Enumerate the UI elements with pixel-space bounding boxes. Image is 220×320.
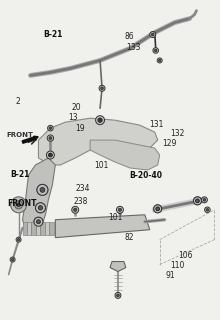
Circle shape <box>98 118 102 122</box>
Circle shape <box>206 209 209 211</box>
Text: 131: 131 <box>149 120 164 130</box>
Circle shape <box>49 127 52 129</box>
Circle shape <box>48 125 53 131</box>
Circle shape <box>153 48 158 53</box>
Text: B-20-40: B-20-40 <box>130 171 163 180</box>
Circle shape <box>49 153 52 157</box>
Circle shape <box>154 205 162 213</box>
Circle shape <box>196 199 199 203</box>
Text: FRONT: FRONT <box>7 199 37 208</box>
Circle shape <box>49 153 52 157</box>
Polygon shape <box>45 222 49 235</box>
Circle shape <box>11 259 14 261</box>
Text: 91: 91 <box>166 271 175 280</box>
Circle shape <box>118 208 121 211</box>
Circle shape <box>99 85 105 91</box>
Text: 238: 238 <box>74 197 88 206</box>
Text: 20: 20 <box>72 103 81 112</box>
Text: 101: 101 <box>108 213 122 222</box>
Text: 82: 82 <box>124 233 134 242</box>
Text: 129: 129 <box>162 139 177 148</box>
Polygon shape <box>55 215 150 238</box>
Circle shape <box>47 135 53 141</box>
Circle shape <box>46 151 54 159</box>
Circle shape <box>37 220 40 224</box>
Circle shape <box>38 205 43 210</box>
Polygon shape <box>31 222 36 235</box>
Text: 132: 132 <box>170 129 185 138</box>
Circle shape <box>35 203 45 213</box>
Circle shape <box>40 188 45 192</box>
Circle shape <box>11 197 27 213</box>
Circle shape <box>50 154 51 156</box>
Circle shape <box>17 203 20 207</box>
Text: B-21: B-21 <box>43 30 63 39</box>
Circle shape <box>37 184 48 195</box>
Circle shape <box>10 257 15 262</box>
Circle shape <box>99 119 101 121</box>
Circle shape <box>151 33 154 36</box>
Circle shape <box>154 205 162 213</box>
Circle shape <box>72 206 79 213</box>
Text: 106: 106 <box>178 251 192 260</box>
Polygon shape <box>49 222 54 235</box>
Circle shape <box>38 206 43 210</box>
Circle shape <box>37 184 48 195</box>
Circle shape <box>202 197 207 203</box>
Text: 101: 101 <box>95 161 109 170</box>
Polygon shape <box>27 222 31 235</box>
Circle shape <box>96 116 104 125</box>
Circle shape <box>37 220 40 224</box>
Text: 234: 234 <box>75 184 90 193</box>
Circle shape <box>117 294 119 297</box>
Circle shape <box>16 237 21 242</box>
Circle shape <box>34 217 43 226</box>
Text: 86: 86 <box>125 32 134 41</box>
Circle shape <box>193 197 202 205</box>
Circle shape <box>34 217 43 226</box>
Polygon shape <box>40 222 45 235</box>
Polygon shape <box>38 118 158 165</box>
Text: 2: 2 <box>16 97 21 106</box>
Circle shape <box>154 49 157 52</box>
Polygon shape <box>23 158 55 232</box>
Circle shape <box>205 207 210 212</box>
Text: 13: 13 <box>68 114 78 123</box>
FancyArrow shape <box>22 136 38 143</box>
Text: B-21: B-21 <box>11 170 30 179</box>
Polygon shape <box>23 222 27 235</box>
Circle shape <box>49 137 52 140</box>
Circle shape <box>156 207 160 211</box>
Circle shape <box>159 59 161 61</box>
Circle shape <box>98 118 102 122</box>
Circle shape <box>150 32 156 37</box>
Circle shape <box>203 198 206 201</box>
Polygon shape <box>90 140 160 170</box>
Circle shape <box>115 292 121 298</box>
Circle shape <box>116 206 123 213</box>
Text: FRONT: FRONT <box>7 132 34 138</box>
Circle shape <box>40 188 45 192</box>
Circle shape <box>35 203 45 213</box>
Polygon shape <box>36 222 40 235</box>
Circle shape <box>17 238 20 241</box>
Polygon shape <box>110 261 126 271</box>
Circle shape <box>157 58 162 63</box>
Text: 133: 133 <box>126 43 141 52</box>
Circle shape <box>196 199 199 203</box>
Text: 19: 19 <box>75 124 85 132</box>
Text: 110: 110 <box>170 261 185 270</box>
Circle shape <box>156 207 160 211</box>
Circle shape <box>15 201 23 209</box>
Circle shape <box>193 197 202 205</box>
Circle shape <box>101 87 103 90</box>
Circle shape <box>74 208 77 211</box>
